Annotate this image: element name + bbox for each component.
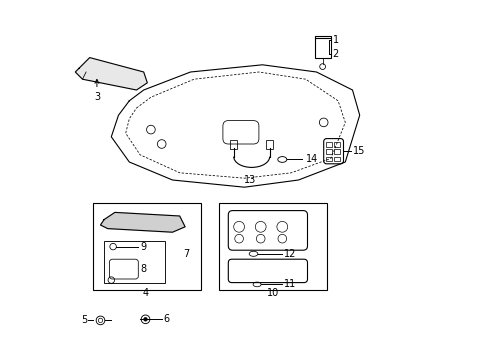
Text: 12: 12 — [284, 249, 296, 259]
Text: 10: 10 — [266, 288, 279, 298]
Text: 13: 13 — [244, 175, 256, 185]
Polygon shape — [75, 58, 147, 90]
Text: 9: 9 — [140, 242, 146, 252]
Text: 2: 2 — [332, 49, 338, 59]
Bar — [314, 36, 330, 58]
Bar — [265, 140, 273, 149]
Text: 6: 6 — [163, 314, 169, 324]
Bar — [334, 149, 339, 154]
Text: 7: 7 — [183, 249, 189, 259]
Bar — [334, 157, 339, 161]
Bar — [334, 142, 339, 147]
Bar — [325, 149, 331, 154]
Text: 15: 15 — [352, 146, 364, 156]
Polygon shape — [101, 212, 185, 232]
Bar — [219, 203, 326, 290]
Circle shape — [143, 318, 147, 321]
Text: 1: 1 — [332, 35, 338, 45]
Text: 5: 5 — [81, 315, 88, 325]
Text: 4: 4 — [142, 288, 148, 298]
Text: 11: 11 — [284, 279, 296, 289]
Bar — [93, 203, 201, 290]
Bar — [136, 219, 162, 229]
Bar — [230, 140, 237, 149]
Bar — [325, 157, 331, 161]
Bar — [325, 142, 331, 147]
Text: 14: 14 — [305, 154, 317, 165]
Text: 3: 3 — [94, 80, 100, 102]
Bar — [104, 241, 165, 283]
Text: 8: 8 — [140, 264, 146, 274]
